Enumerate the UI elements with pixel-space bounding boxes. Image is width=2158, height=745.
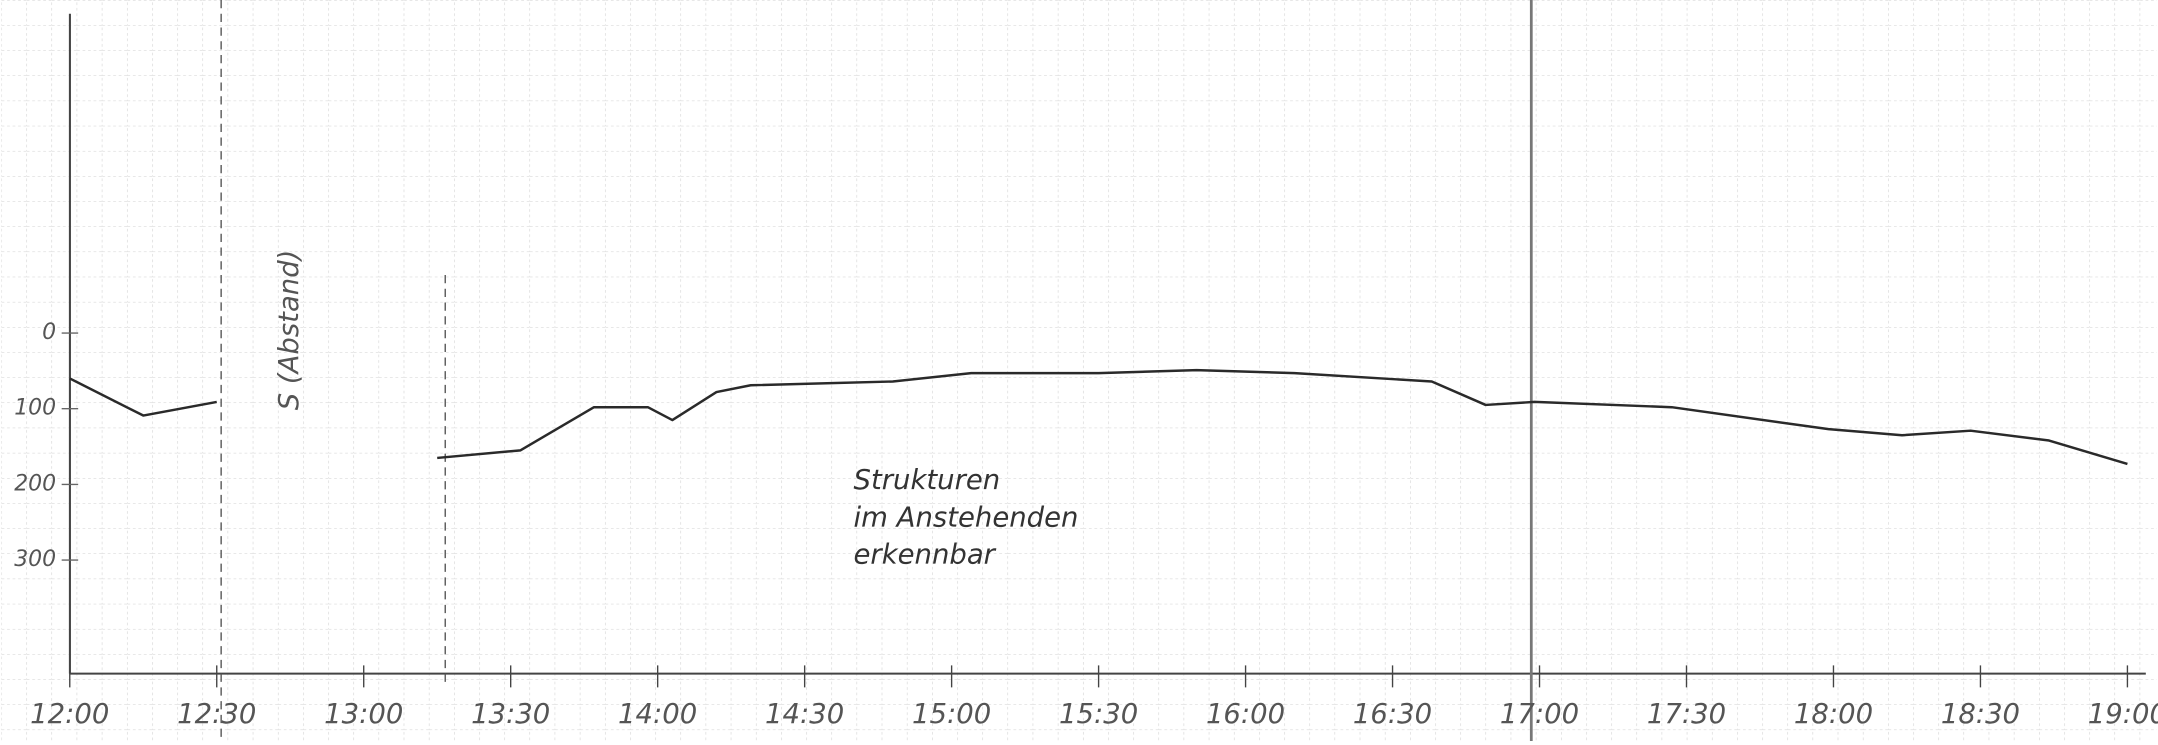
- x-tick-label: 18:00: [1794, 698, 1873, 730]
- data-line: [69, 368, 2128, 466]
- y-tick-label: 200: [14, 471, 56, 496]
- x-tick-label: 15:00: [912, 698, 991, 730]
- annotation: Strukturen im Anstehenden erkennbar: [854, 464, 1079, 570]
- x-tick-label: 14:00: [618, 698, 697, 730]
- y-tick-label: 300: [14, 547, 56, 572]
- y-tick-label: 0: [42, 320, 56, 345]
- x-tick-label: 17:00: [1500, 698, 1579, 730]
- annotation-line: erkennbar: [854, 538, 997, 570]
- y-tick-label: 100: [14, 396, 56, 421]
- x-tick-label: 12:30: [177, 698, 256, 730]
- x-tick-label: 13:00: [324, 698, 403, 730]
- annotation-line: Strukturen: [854, 464, 1001, 496]
- x-tick-label: 13:30: [471, 698, 550, 730]
- y-axis-label: S (Abstand): [273, 250, 305, 411]
- x-tick-label: 18:30: [1941, 698, 2020, 730]
- annotation-line: im Anstehenden: [854, 501, 1079, 533]
- x-tick-label: 15:30: [1059, 698, 1138, 730]
- x-tick-label: 16:00: [1206, 698, 1285, 730]
- x-tick-label: 17:30: [1647, 698, 1726, 730]
- x-tick-label: 12:00: [30, 698, 109, 730]
- x-tick-label: 14:30: [765, 698, 844, 730]
- x-tick-label: 19:00: [2088, 698, 2158, 730]
- x-tick-label: 16:30: [1353, 698, 1432, 730]
